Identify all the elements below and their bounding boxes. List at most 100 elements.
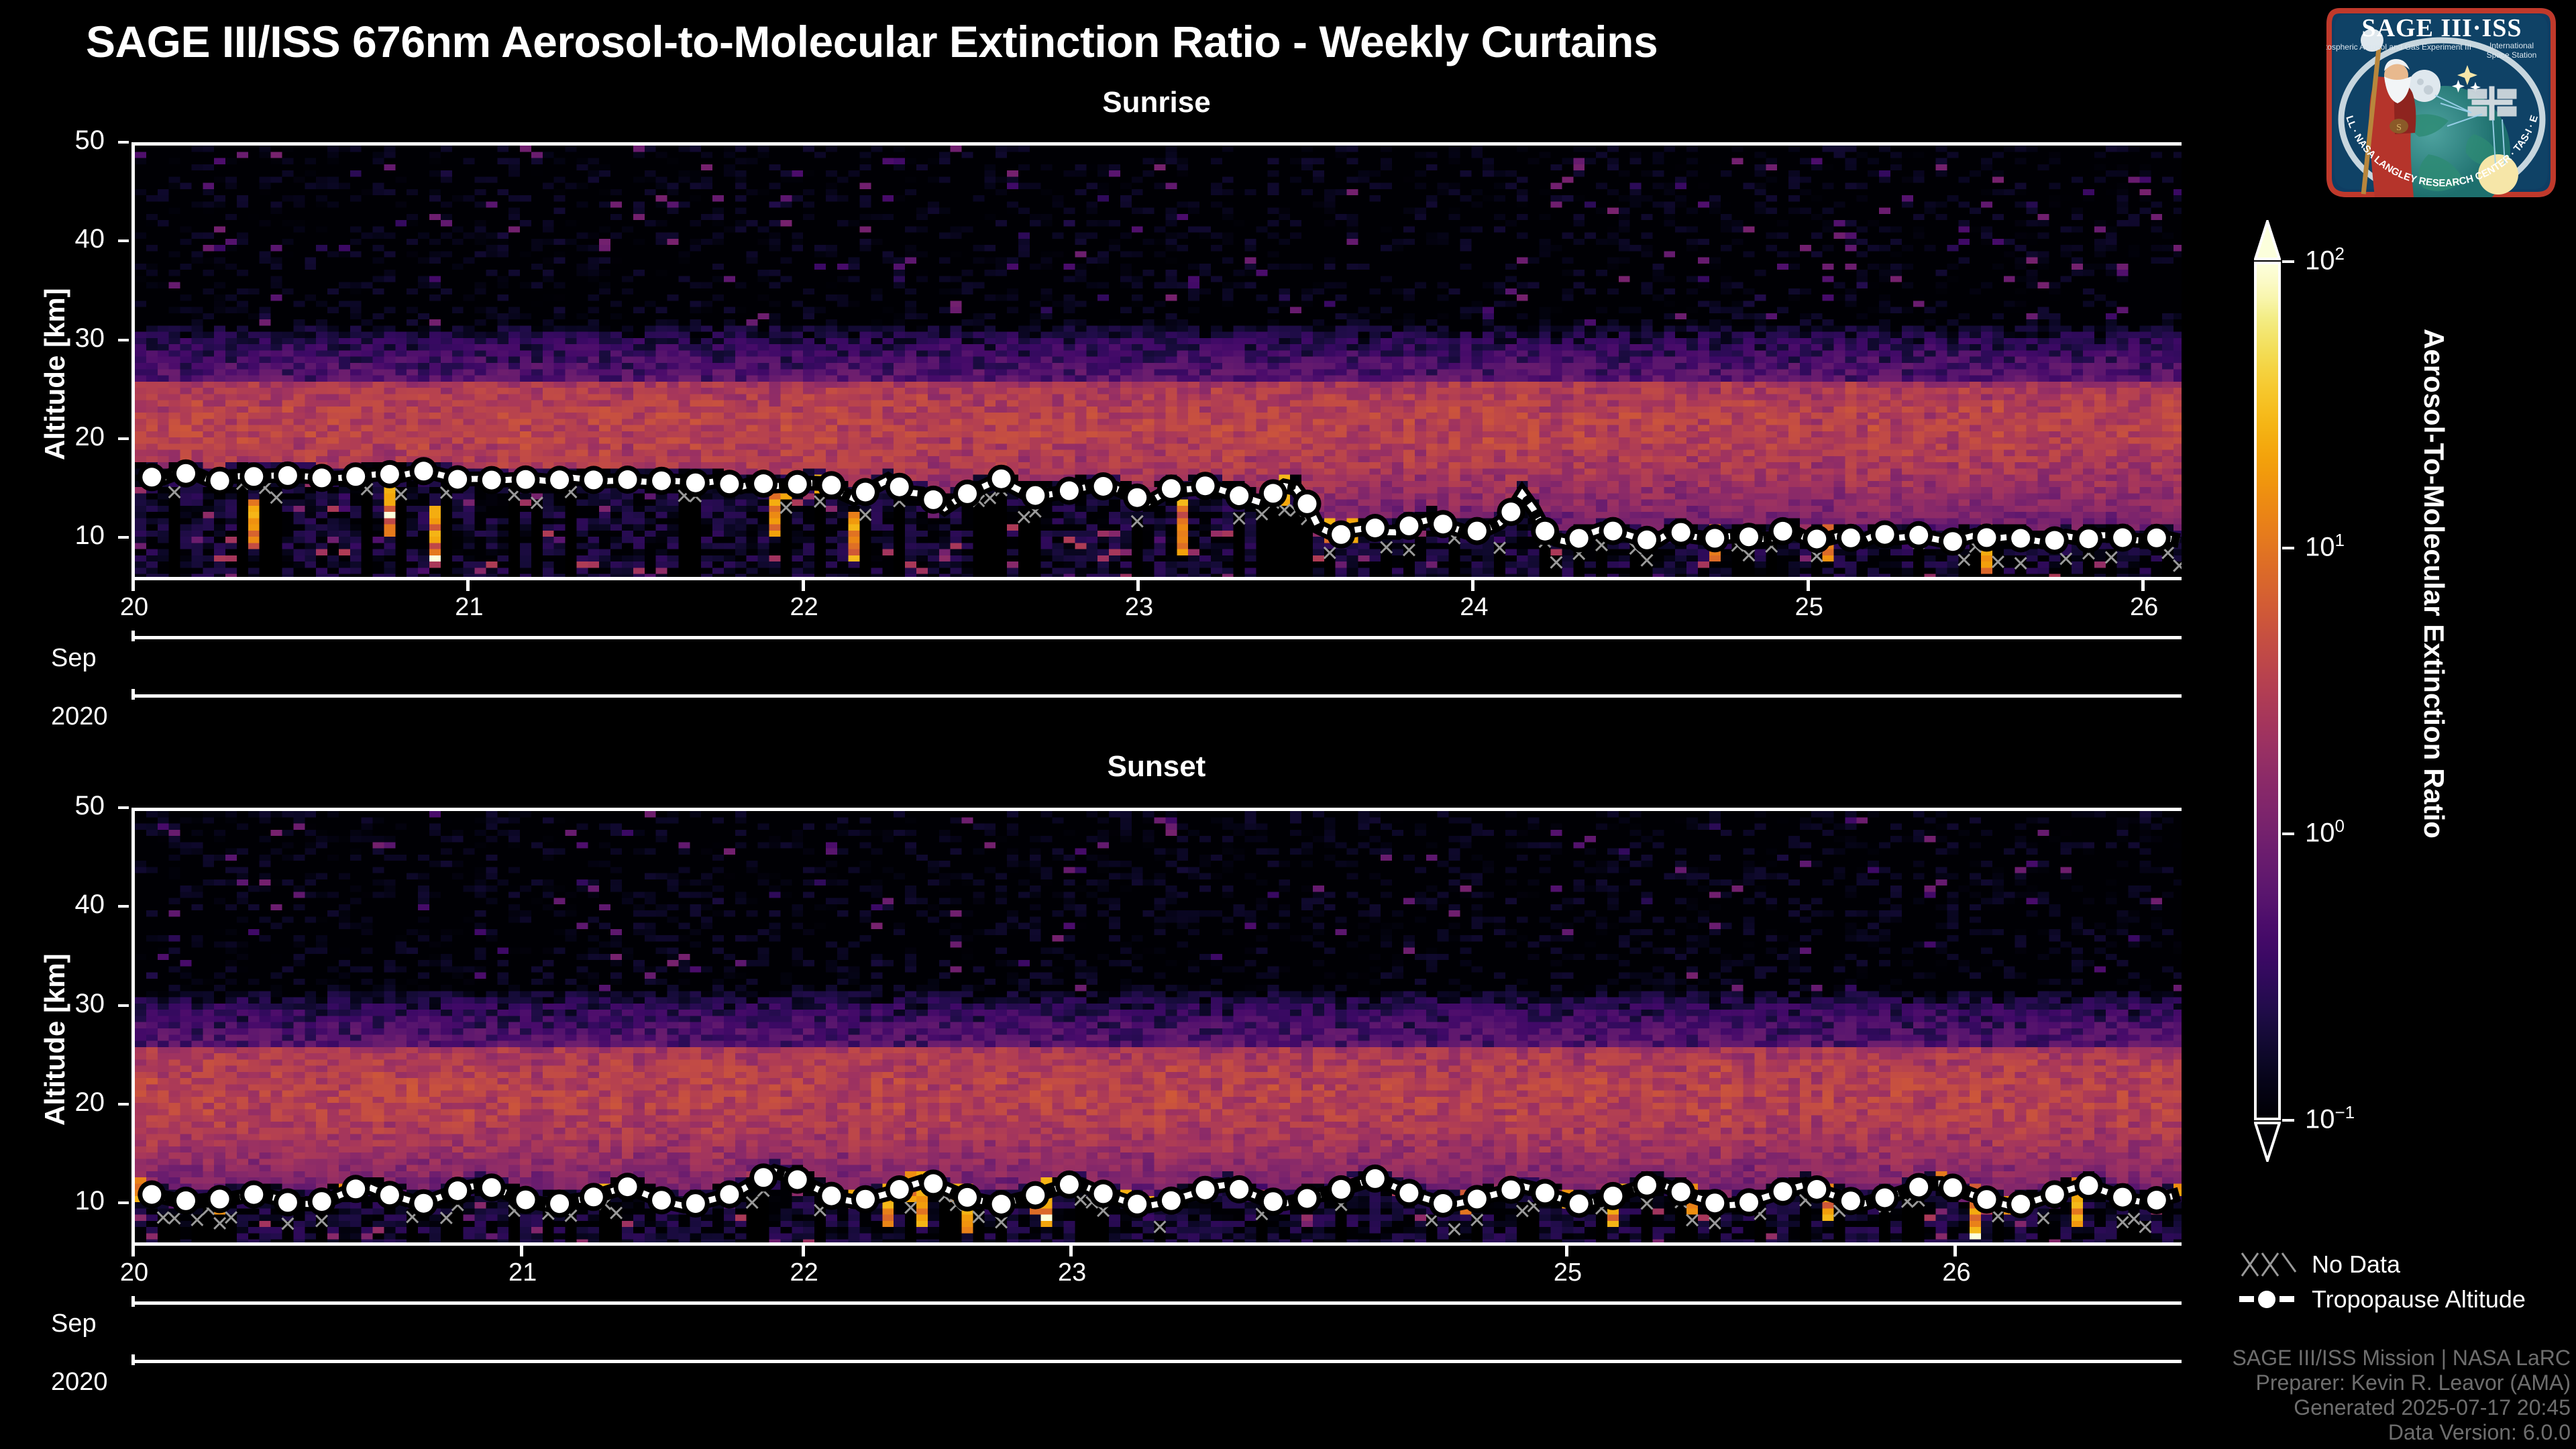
y-tick-sunrise-50: 50: [74, 125, 105, 155]
svg-text:International: International: [2489, 41, 2534, 50]
month-band-tick-sunrise: [131, 631, 135, 641]
year-band-sunset: [131, 1360, 2182, 1363]
x-tick-mark-sunrise-21: [466, 580, 470, 591]
year-band-sunrise: [131, 694, 2182, 698]
x-tick-mark-sunset-21: [520, 1246, 524, 1256]
x-tick-label-sunrise-26: 26: [2129, 593, 2159, 621]
x-tick-label-sunrise-21: 21: [455, 593, 484, 621]
colorbar-tick-label-1: 101: [2305, 529, 2345, 561]
legend: No Data Tropopause Altitude: [2238, 1249, 2573, 1319]
year-band-label-sunrise: 2020: [51, 702, 108, 731]
colorbar-gradient: [2254, 262, 2281, 1120]
colorbar-extend-top-arrow: [2253, 217, 2282, 262]
y-tick-mark-sunrise-30: [118, 338, 129, 341]
tropopause-markers-sunrise: [138, 457, 2171, 556]
colorbar-tick-mark-0: [2282, 833, 2294, 836]
colorbar-tick-mark-−1: [2282, 1119, 2294, 1122]
x-tick-mark-sunrise-24: [1471, 580, 1475, 591]
x-tick-label-sunset-22: 22: [790, 1258, 818, 1287]
svg-text:Space Station: Space Station: [2487, 50, 2537, 60]
x-tick-mark-sunrise-26: [2141, 580, 2145, 591]
x-tick-label-sunrise-25: 25: [1794, 593, 1823, 621]
legend-label-no-data: No Data: [2312, 1250, 2401, 1278]
y-tick-mark-sunrise-40: [118, 239, 129, 243]
month-band-label-sunset: Sep: [51, 1309, 97, 1338]
page-title: SAGE III/ISS 676nm Aerosol-to-Molecular …: [86, 17, 1658, 66]
tropopause-markers-sunset: [138, 1163, 2171, 1218]
footer-line-version: Data Version: 6.0.0: [2387, 1419, 2571, 1444]
x-tick-label-sunrise-20: 20: [119, 593, 149, 621]
legend-item-tropopause: Tropopause Altitude: [2238, 1284, 2573, 1319]
month-band-sunrise: [131, 636, 2182, 639]
x-tick-label-sunset-25: 25: [1553, 1258, 1582, 1287]
y-tick-sunset-10: 10: [74, 1186, 105, 1216]
month-band-sunset: [131, 1301, 2182, 1305]
colorbar-tick-mark-2: [2282, 260, 2294, 263]
year-band-tick-sunset: [131, 1354, 135, 1365]
svg-text:SAGE III·ISS: SAGE III·ISS: [2361, 14, 2522, 42]
colorbar-tick-label-−1: 10−1: [2305, 1102, 2355, 1134]
panel-sunset: Sunset Altitude [km] 10 20 30 40 50 20 21 22 23 25 2…: [0, 0, 2576, 1396]
no-data-hatch-icon: [2241, 1252, 2297, 1277]
heatmap-sunrise[interactable]: [131, 142, 2182, 577]
y-tick-sunrise-30: 30: [74, 323, 105, 353]
year-band-label-sunset: 2020: [51, 1368, 108, 1396]
x-tick-mark-sunrise-20: [131, 580, 135, 591]
no-data-hatch-sunset: [156, 1184, 2152, 1236]
sage-iii-iss-logo: S SAGE III·ISS Stratospheric Aerosol and…: [2313, 1, 2571, 203]
heatmap-canvas-sunset: [135, 811, 2182, 1242]
legend-item-no-data: No Data: [2238, 1249, 2573, 1284]
x-tick-mark-sunrise-22: [801, 580, 805, 591]
x-tick-mark-sunset-26: [1953, 1246, 1957, 1256]
colorbar-title: Aerosol-To-Molecular Extinction Ratio: [2418, 329, 2450, 839]
svg-text:Stratospheric Aerosol and Gas: Stratospheric Aerosol and Gas Experiment…: [2313, 42, 2471, 52]
x-tick-mark-sunset-23: [1069, 1246, 1073, 1256]
legend-label-tropopause: Tropopause Altitude: [2312, 1285, 2526, 1313]
y-tick-mark-sunset-30: [118, 1004, 129, 1007]
x-tick-label-sunrise-23: 23: [1124, 593, 1154, 621]
y-tick-mark-sunrise-50: [118, 141, 129, 144]
y-tick-sunset-50: 50: [74, 791, 105, 820]
footer-line-preparer: Preparer: Kevin R. Leavor (AMA): [2255, 1370, 2571, 1395]
x-axis-spine-sunrise: [131, 577, 2182, 580]
month-band-label-sunrise: Sep: [51, 644, 97, 672]
y-tick-sunrise-20: 20: [74, 421, 105, 451]
x-tick-label-sunrise-24: 24: [1460, 593, 1489, 621]
x-tick-mark-sunrise-23: [1136, 580, 1140, 591]
x-tick-label-sunrise-22: 22: [790, 593, 818, 621]
y-tick-sunrise-10: 10: [74, 521, 105, 551]
x-tick-label-sunset-26: 26: [1942, 1258, 1971, 1287]
colorbar: 102 101 100 10−1 Aerosol-To-Molecular Extin…: [2249, 195, 2571, 1201]
tropopause-marker-icon: [2239, 1291, 2294, 1308]
colorbar-tick-mark-1: [2282, 546, 2294, 549]
panel-title-sunrise: Sunrise: [1102, 86, 1211, 119]
year-band-tick-sunrise: [131, 689, 135, 700]
heatmap-sunset[interactable]: [131, 808, 2182, 1242]
y-tick-mark-sunrise-20: [118, 437, 129, 440]
y-tick-mark-sunset-50: [118, 806, 129, 809]
footer-line-generated: Generated 2025-07-17 20:45: [2294, 1395, 2571, 1419]
x-tick-mark-sunset-20: [131, 1246, 135, 1256]
y-tick-sunset-30: 30: [74, 988, 105, 1018]
colorbar-tick-label-0: 100: [2305, 816, 2345, 848]
x-tick-mark-sunset-22: [801, 1246, 805, 1256]
overlay-sunset: [138, 1163, 2182, 1236]
x-tick-mark-sunrise-25: [1806, 580, 1810, 591]
y-tick-mark-sunset-40: [118, 905, 129, 908]
panel-sunrise: Sunrise Altitude [km] 10 20 30 40 50 20 21 22 23 24…: [0, 0, 2576, 731]
x-tick-mark-sunset-25: [1565, 1246, 1569, 1256]
x-tick-label-sunset-20: 20: [119, 1258, 149, 1287]
y-tick-sunset-40: 40: [74, 890, 105, 920]
y-tick-mark-sunrise-10: [118, 536, 129, 539]
footer-line-mission: SAGE III/ISS Mission | NASA LaRC: [2232, 1345, 2571, 1370]
colorbar-extend-bottom-arrow: [2253, 1120, 2282, 1165]
colorbar-tick-label-2: 102: [2305, 244, 2345, 276]
month-band-tick-sunset: [131, 1296, 135, 1307]
y-tick-mark-sunset-10: [118, 1201, 129, 1205]
panel-title-sunset: Sunset: [1107, 750, 1206, 783]
x-axis-spine-sunset: [131, 1242, 2182, 1246]
y-tick-sunset-20: 20: [74, 1087, 105, 1117]
y-tick-sunrise-40: 40: [74, 224, 105, 254]
footer-credits: SAGE III/ISS Mission | NASA LaRC Prepare…: [2233, 1346, 2571, 1445]
